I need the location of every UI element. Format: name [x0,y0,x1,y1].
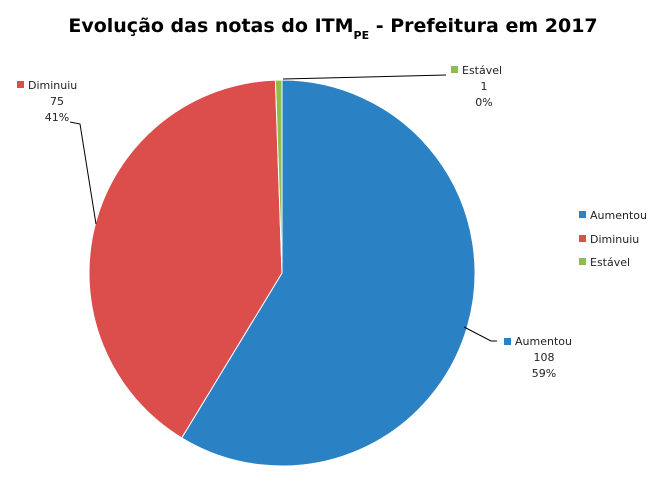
label-estavel-name: Estável [462,64,502,77]
chart-title: Evolução das notas do ITMPE - Prefeitura… [68,15,597,42]
leader-line-diminuiu [69,121,97,225]
pie-slice-estavel[interactable] [274,79,283,274]
label-estavel-swatch [451,66,458,73]
chart-title-suffix: - Prefeitura em 2017 [369,15,598,37]
label-aumentou-percent: 59% [532,367,556,380]
legend-label-aumentou[interactable]: Aumentou [590,209,647,222]
chart-title-main: Evolução das notas do ITM [68,15,353,37]
legend-label-diminuiu[interactable]: Diminuiu [590,233,639,246]
label-diminuiu-percent: 41% [45,111,69,124]
legend-swatch-aumentou [579,211,586,218]
label-diminuiu-swatch [17,81,24,88]
label-estavel: Estável 1 0% [451,64,502,109]
pie-slice-diminuiu[interactable] [88,79,283,439]
legend-swatch-estavel [579,258,586,265]
label-aumentou-value: 108 [534,351,555,364]
legend-swatch-diminuiu [579,235,586,242]
pie-slices [88,79,476,467]
label-estavel-percent: 0% [475,96,492,109]
label-estavel-value: 1 [481,80,488,93]
label-aumentou-name: Aumentou [515,335,572,348]
label-diminuiu-value: 75 [50,95,64,108]
pie-slice-aumentou[interactable] [181,79,476,467]
legend: Aumentou Diminuiu Estável [579,209,647,269]
leader-line-aumentou [463,326,497,342]
legend-label-estavel[interactable]: Estável [590,256,630,269]
label-diminuiu-name: Diminuiu [28,79,77,92]
chart-title-subscript: PE [354,29,370,42]
label-aumentou-swatch [504,338,511,345]
label-aumentou: Aumentou 108 59% [504,335,572,380]
label-diminuiu: Diminuiu 75 41% [17,79,77,124]
leader-line-estavel [282,74,447,80]
